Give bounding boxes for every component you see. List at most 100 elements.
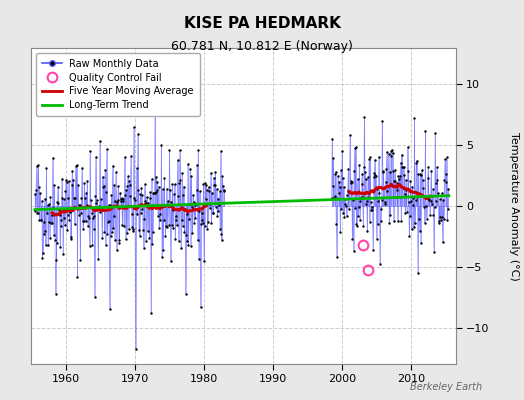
Point — [185, 216, 193, 222]
Point — [57, 216, 66, 223]
Point — [126, 182, 135, 188]
Point — [433, 176, 442, 183]
Point — [144, 228, 152, 234]
Point — [126, 193, 134, 199]
Point — [411, 196, 420, 203]
Point — [121, 154, 129, 160]
Point — [135, 233, 144, 239]
Point — [51, 237, 59, 243]
Point — [134, 187, 143, 194]
Point — [380, 198, 389, 205]
Point — [373, 186, 381, 192]
Point — [432, 198, 440, 204]
Point — [427, 198, 435, 204]
Point — [171, 213, 180, 219]
Point — [444, 206, 452, 212]
Point — [119, 198, 127, 204]
Point — [199, 220, 207, 226]
Point — [58, 176, 66, 182]
Point — [335, 178, 343, 185]
Point — [166, 187, 174, 194]
Point — [85, 243, 94, 250]
Point — [109, 225, 117, 231]
Point — [44, 242, 52, 248]
Point — [37, 216, 46, 223]
Point — [151, 189, 160, 195]
Point — [360, 114, 368, 120]
Point — [47, 212, 56, 218]
Point — [333, 254, 341, 260]
Point — [348, 236, 356, 243]
Point — [209, 210, 217, 216]
Point — [443, 217, 452, 223]
Point — [117, 195, 126, 201]
Point — [152, 174, 160, 180]
Point — [81, 218, 90, 224]
Point — [134, 131, 142, 138]
Point — [127, 153, 135, 160]
Point — [82, 190, 90, 197]
Point — [158, 254, 166, 260]
Point — [96, 209, 105, 216]
Point — [133, 165, 141, 172]
Point — [68, 182, 76, 189]
Point — [418, 177, 427, 184]
Point — [47, 220, 55, 226]
Point — [210, 175, 218, 181]
Point — [416, 171, 424, 177]
Point — [181, 291, 190, 297]
Point — [168, 181, 177, 188]
Point — [91, 193, 100, 200]
Point — [436, 216, 445, 223]
Point — [67, 234, 75, 240]
Point — [435, 196, 444, 203]
Point — [402, 177, 410, 183]
Point — [90, 226, 99, 232]
Point — [45, 201, 53, 208]
Point — [41, 242, 50, 248]
Point — [392, 186, 401, 193]
Point — [162, 186, 171, 192]
Point — [364, 174, 372, 180]
Point — [434, 190, 442, 196]
Point — [54, 200, 63, 206]
Point — [381, 200, 389, 207]
Point — [170, 181, 179, 187]
Point — [408, 184, 417, 190]
Point — [352, 144, 360, 150]
Point — [375, 190, 384, 196]
Point — [428, 192, 436, 199]
Point — [39, 219, 48, 226]
Point — [345, 206, 353, 212]
Point — [191, 202, 199, 208]
Point — [112, 169, 120, 176]
Point — [35, 216, 43, 223]
Point — [216, 226, 224, 232]
Point — [76, 257, 84, 264]
Point — [420, 194, 428, 200]
Point — [194, 147, 202, 153]
Point — [176, 147, 184, 154]
Point — [78, 164, 86, 171]
Point — [81, 195, 89, 202]
Point — [328, 194, 336, 201]
Point — [178, 170, 187, 176]
Point — [429, 186, 437, 192]
Point — [149, 229, 157, 236]
Point — [64, 195, 72, 202]
Point — [115, 237, 123, 244]
Point — [53, 184, 62, 191]
Point — [75, 202, 84, 208]
Point — [333, 195, 342, 202]
Point — [403, 209, 411, 216]
Point — [83, 178, 91, 184]
Point — [339, 210, 347, 217]
Point — [41, 228, 49, 235]
Point — [191, 214, 200, 221]
Point — [194, 256, 203, 263]
Point — [444, 186, 453, 192]
Point — [386, 169, 394, 175]
Point — [342, 212, 351, 219]
Point — [124, 173, 132, 180]
Point — [185, 200, 194, 207]
